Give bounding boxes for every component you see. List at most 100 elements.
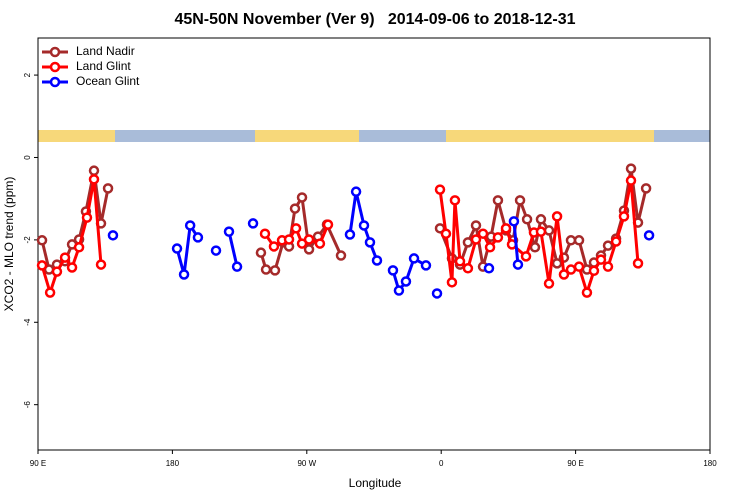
data-point bbox=[358, 220, 370, 231]
data-point bbox=[393, 285, 405, 296]
data-point bbox=[520, 251, 532, 262]
x-tick-label: 90 E bbox=[30, 459, 46, 468]
data-point bbox=[625, 175, 637, 186]
data-point bbox=[259, 228, 271, 239]
data-point bbox=[500, 223, 512, 234]
data-point bbox=[51, 266, 63, 277]
data-point bbox=[303, 244, 315, 255]
data-point bbox=[508, 216, 520, 227]
y-tick-label: -2 bbox=[23, 236, 32, 244]
data-point bbox=[573, 261, 585, 272]
land bbox=[446, 130, 654, 142]
data-point bbox=[581, 287, 593, 298]
chart-title: 45N-50N November (Ver 9) 2014-09-06 to 2… bbox=[174, 11, 575, 28]
data-point bbox=[431, 288, 443, 299]
y-tick-label: -4 bbox=[23, 318, 32, 326]
data-point bbox=[102, 183, 114, 194]
y-tick-label: -6 bbox=[23, 401, 32, 409]
data-point bbox=[440, 228, 452, 239]
data-point bbox=[335, 250, 347, 261]
data-point bbox=[470, 234, 482, 245]
land bbox=[38, 130, 115, 142]
legend-marker bbox=[49, 61, 61, 73]
y-tick-label: 0 bbox=[23, 155, 32, 160]
data-point bbox=[602, 261, 614, 272]
data-point bbox=[454, 256, 466, 267]
data-point bbox=[88, 174, 100, 185]
data-point bbox=[643, 230, 655, 241]
x-tick-label: 180 bbox=[703, 459, 717, 468]
data-point bbox=[350, 186, 362, 197]
data-point bbox=[36, 235, 48, 246]
data-point bbox=[462, 263, 474, 274]
data-point bbox=[95, 259, 107, 270]
data-point bbox=[558, 269, 570, 280]
data-point bbox=[602, 240, 614, 251]
x-axis-label: Longitude bbox=[349, 476, 402, 490]
data-point bbox=[59, 252, 71, 263]
data-point bbox=[618, 211, 630, 222]
data-point bbox=[344, 229, 356, 240]
data-point bbox=[171, 243, 183, 254]
plot-frame bbox=[37, 37, 711, 451]
data-point bbox=[314, 238, 326, 249]
x-tick-label: 90 E bbox=[567, 459, 583, 468]
data-point bbox=[551, 258, 563, 269]
data-point bbox=[492, 232, 504, 243]
data-point bbox=[632, 258, 644, 269]
data-point bbox=[303, 234, 315, 245]
data-point bbox=[492, 195, 504, 206]
data-point bbox=[66, 262, 78, 273]
y-tick-label: 2 bbox=[23, 72, 32, 77]
data-point bbox=[521, 214, 533, 225]
land bbox=[255, 130, 359, 142]
data-point bbox=[565, 235, 577, 246]
data-point bbox=[44, 287, 56, 298]
data-point bbox=[364, 237, 376, 248]
data-point bbox=[514, 195, 526, 206]
data-point bbox=[107, 230, 119, 241]
data-point bbox=[434, 184, 446, 195]
data-point bbox=[371, 255, 383, 266]
data-point bbox=[484, 242, 496, 253]
data-point bbox=[543, 225, 555, 236]
data-point bbox=[420, 260, 432, 271]
data-point bbox=[289, 203, 301, 214]
data-point bbox=[247, 218, 259, 229]
data-point bbox=[296, 192, 308, 203]
data-point bbox=[449, 195, 461, 206]
data-point bbox=[210, 245, 222, 256]
data-point bbox=[387, 265, 399, 276]
data-point bbox=[640, 183, 652, 194]
y-axis-label: XCO2 - MLO trend (ppm) bbox=[2, 177, 16, 312]
data-point bbox=[551, 211, 563, 222]
data-point bbox=[283, 234, 295, 245]
x-tick-label: 90 W bbox=[297, 459, 316, 468]
data-point bbox=[529, 242, 541, 253]
data-point bbox=[223, 226, 235, 237]
data-point bbox=[322, 219, 334, 230]
legend-label: Land Glint bbox=[76, 59, 131, 73]
data-point bbox=[178, 269, 190, 280]
data-point bbox=[477, 228, 489, 239]
data-point bbox=[535, 226, 547, 237]
data-point bbox=[408, 253, 420, 264]
data-point bbox=[625, 163, 637, 174]
data-point bbox=[192, 232, 204, 243]
map-strip bbox=[38, 130, 710, 142]
data-point bbox=[231, 261, 243, 272]
data-point bbox=[470, 220, 482, 231]
data-point bbox=[543, 278, 555, 289]
data-point bbox=[260, 264, 272, 275]
legend-label: Ocean Glint bbox=[76, 74, 140, 88]
data-point bbox=[268, 241, 280, 252]
data-point bbox=[36, 260, 48, 271]
legend-marker bbox=[49, 46, 61, 58]
data-point bbox=[73, 242, 85, 253]
data-point bbox=[535, 214, 547, 225]
data-point bbox=[610, 236, 622, 247]
data-point bbox=[184, 220, 196, 231]
